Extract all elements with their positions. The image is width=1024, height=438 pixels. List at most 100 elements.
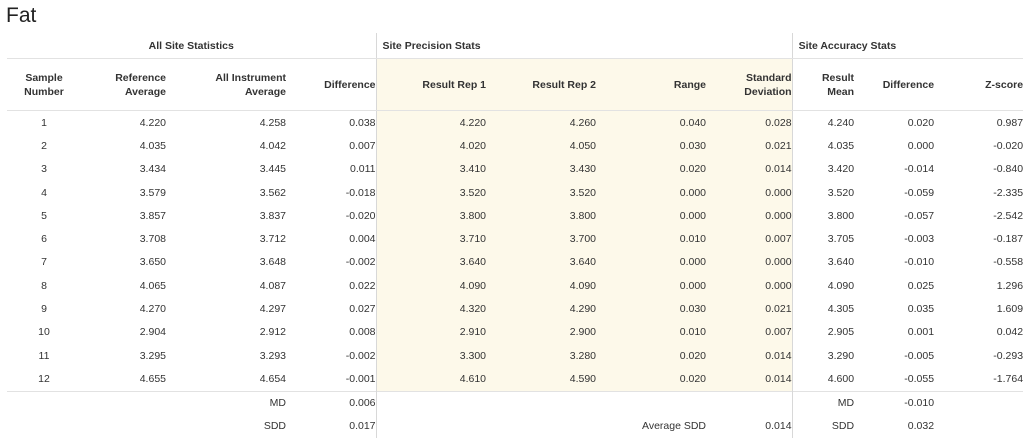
cell-range: 0.030 xyxy=(596,297,707,321)
col-header-result-rep-1: Result Rep 1 xyxy=(375,58,487,111)
cell-sample-number: 5 xyxy=(41,209,47,222)
cell-result-mean: 3.520 xyxy=(791,180,855,205)
cell-result-rep-2: 3.640 xyxy=(486,250,597,275)
col-header-z-score: Z-score xyxy=(934,58,1024,111)
group-site-accuracy-stats: Site Accuracy Stats xyxy=(791,33,1024,59)
footer-row-md: MD 0.006 MD -0.010 xyxy=(7,390,1024,415)
group-site-precision-stats: Site Precision Stats xyxy=(375,33,793,59)
table-row: 11 3.295 3.293 -0.002 3.300 3.280 0.020 0.014 3.… xyxy=(7,343,1024,368)
cell-accuracy-difference: 0.000 xyxy=(907,139,935,152)
cell-sample-number: 6 xyxy=(41,233,47,246)
table-row: 9 4.270 4.297 0.027 4.320 4.290 0.030 0.021 4.30… xyxy=(7,297,1024,321)
col-header-line: Z-score xyxy=(985,78,1024,91)
col-header-line: All Instrument xyxy=(215,71,286,84)
cell-result-rep-2: 4.260 xyxy=(486,110,597,135)
fat-stats-table: All Site Statistics Site Precision Stats… xyxy=(7,33,1024,438)
cell-all-instrument-average: 3.562 xyxy=(259,186,286,199)
col-header-line: Result xyxy=(821,71,855,84)
cell-result-mean: 4.035 xyxy=(791,134,855,158)
cell-result-mean: 3.640 xyxy=(791,250,855,275)
col-header-line: Average xyxy=(244,85,286,98)
average-sdd-value: 0.014 xyxy=(765,420,792,433)
cell-z-score: -2.335 xyxy=(993,186,1024,199)
cell-range: 0.030 xyxy=(596,134,707,158)
cell-result-rep-1: 3.300 xyxy=(375,343,487,368)
col-header-line: Deviation xyxy=(744,85,792,98)
md-label: MD xyxy=(7,390,286,415)
cell-all-instrument-average: 3.837 xyxy=(259,209,286,222)
col-header-line: Difference xyxy=(324,78,376,91)
cell-sample-number: 12 xyxy=(38,372,50,385)
cell-result-rep-2: 4.290 xyxy=(486,297,597,321)
cell-reference-average: 3.708 xyxy=(139,233,166,246)
cell-accuracy-difference: 0.020 xyxy=(907,116,935,129)
cell-all-instrument-average: 3.712 xyxy=(259,233,286,246)
cell-result-rep-2: 4.090 xyxy=(486,274,597,298)
cell-reference-average: 3.579 xyxy=(139,186,166,199)
cell-z-score: -0.293 xyxy=(993,349,1024,362)
cell-reference-average: 4.065 xyxy=(139,279,166,292)
page-title: Fat xyxy=(6,4,37,27)
cell-result-rep-1: 3.410 xyxy=(375,157,487,181)
cell-accuracy-difference: -0.003 xyxy=(904,233,935,246)
cell-result-rep-1: 3.800 xyxy=(375,204,487,228)
col-header-line: Range xyxy=(673,78,707,91)
col-header-line: Result Rep 2 xyxy=(532,78,597,91)
footer-row-sdd: SDD 0.017 Average SDD 0.014 SDD 0.032 xyxy=(7,414,1023,438)
cell-z-score: 1.609 xyxy=(996,303,1024,316)
cell-difference: 0.011 xyxy=(350,163,376,176)
col-header-line: Average xyxy=(124,85,166,98)
cell-standard-deviation: 0.021 xyxy=(706,297,793,321)
cell-accuracy-difference: -0.005 xyxy=(904,349,935,362)
cell-range: 0.040 xyxy=(596,110,707,135)
cell-sample-number: 8 xyxy=(41,279,47,292)
cell-range: 0.010 xyxy=(596,227,707,251)
cell-standard-deviation: 0.014 xyxy=(706,343,793,368)
table-row: 8 4.065 4.087 0.022 4.090 4.090 0.000 0.000 4.09… xyxy=(7,274,1023,298)
cell-difference: 0.004 xyxy=(349,233,376,246)
cell-result-rep-2: 3.700 xyxy=(486,227,597,251)
column-header-row: Sample Number Reference Average All Instrume… xyxy=(7,58,1024,111)
cell-result-rep-1: 3.520 xyxy=(375,180,487,205)
cell-all-instrument-average: 3.648 xyxy=(259,256,286,269)
cell-z-score: -0.840 xyxy=(993,163,1024,176)
cell-reference-average: 3.434 xyxy=(139,163,166,176)
cell-accuracy-difference: -0.010 xyxy=(904,256,935,269)
cell-range: 0.020 xyxy=(596,343,707,368)
cell-all-instrument-average: 4.042 xyxy=(259,139,286,152)
cell-result-mean: 3.705 xyxy=(791,227,855,251)
cell-range: 0.020 xyxy=(596,157,707,181)
cell-difference: 0.027 xyxy=(349,303,376,316)
cell-result-mean: 4.090 xyxy=(791,274,855,298)
table-body: 1 4.220 4.258 0.038 4.220 4.260 0.040 0.028 4.24… xyxy=(7,110,1024,392)
cell-result-rep-1: 3.710 xyxy=(375,227,487,251)
table-row: 10 2.904 2.912 0.008 2.910 2.900 0.010 0.007 2.9… xyxy=(7,320,1023,344)
cell-result-rep-2: 3.520 xyxy=(486,180,597,205)
cell-range: 0.000 xyxy=(596,250,707,275)
cell-accuracy-difference: 0.001 xyxy=(907,326,935,339)
cell-accuracy-difference: -0.014 xyxy=(904,163,935,176)
cell-standard-deviation: 0.014 xyxy=(706,367,793,392)
accuracy-sdd-label: SDD xyxy=(791,414,855,438)
cell-sample-number: 9 xyxy=(41,303,47,316)
cell-difference: 0.022 xyxy=(349,279,376,292)
col-header-standard-deviation: Standard Deviation xyxy=(706,58,793,111)
cell-difference: -0.020 xyxy=(345,209,376,222)
col-header-line: Difference xyxy=(882,78,935,91)
cell-range: 0.000 xyxy=(596,204,707,228)
cell-result-rep-1: 2.910 xyxy=(375,320,487,344)
col-header-result-rep-2: Result Rep 2 xyxy=(486,58,597,111)
cell-difference: -0.002 xyxy=(345,256,376,269)
average-sdd-label: Average SDD xyxy=(375,414,707,438)
cell-all-instrument-average: 2.912 xyxy=(259,326,286,339)
cell-sample-number: 2 xyxy=(41,139,47,152)
cell-reference-average: 2.904 xyxy=(139,326,166,339)
table-row: 12 4.655 4.654 -0.001 4.610 4.590 0.020 0.014 4.… xyxy=(7,367,1023,392)
cell-result-rep-1: 4.020 xyxy=(375,134,487,158)
cell-reference-average: 3.857 xyxy=(139,209,166,222)
col-header-reference-average: Reference Average xyxy=(81,58,166,111)
cell-range: 0.000 xyxy=(596,180,707,205)
cell-result-rep-2: 3.800 xyxy=(486,204,597,228)
cell-z-score: -2.542 xyxy=(993,209,1024,222)
accuracy-sdd-value: 0.032 xyxy=(907,420,935,433)
